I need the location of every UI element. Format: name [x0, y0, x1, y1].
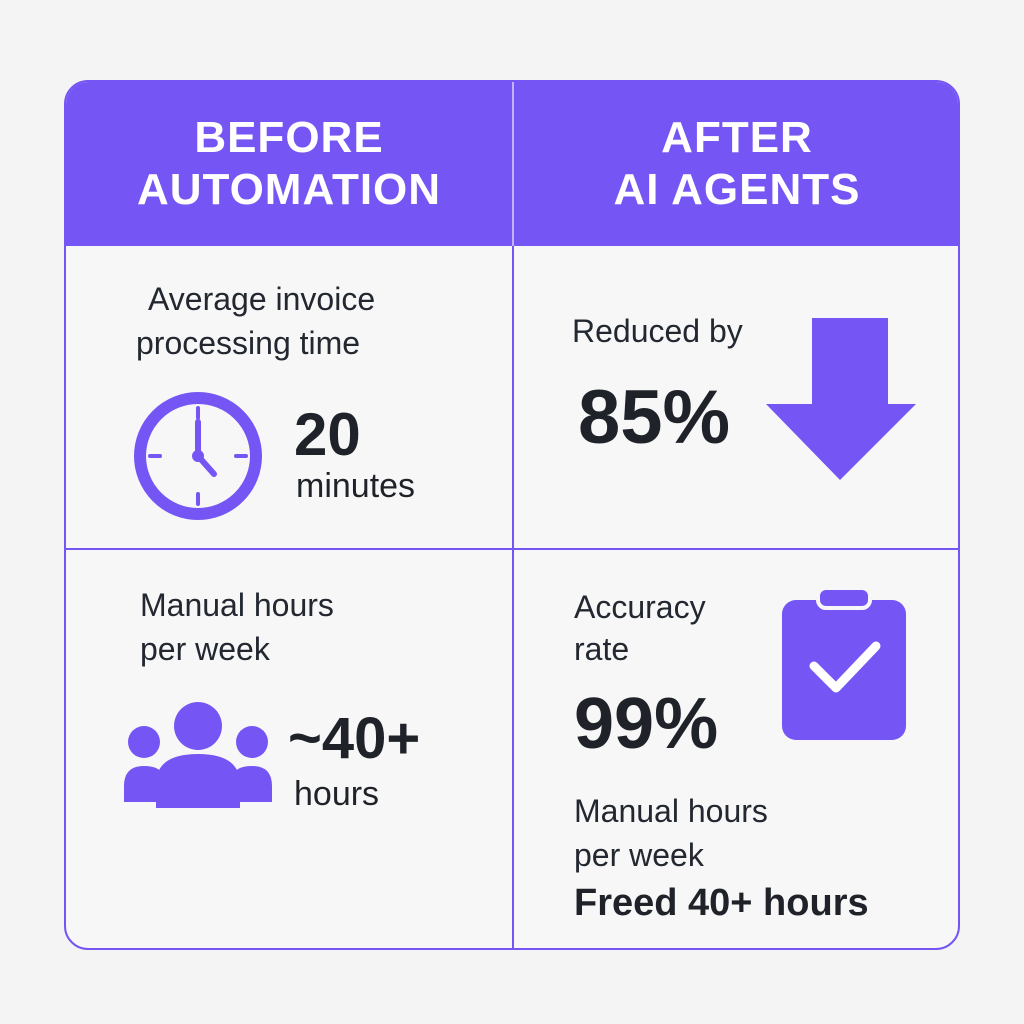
clock-icon [134, 392, 262, 520]
time-value: 20 [294, 401, 361, 468]
comparison-card: BEFORE AUTOMATION AFTER AI AGENTS Averag… [64, 80, 960, 950]
accuracy-value: 99% [574, 684, 719, 764]
hours-label-line1: Manual hours [140, 587, 334, 623]
accuracy-label-line2: rate [574, 631, 630, 667]
freed-hours-text: Freed 40+ hours [574, 882, 869, 924]
header-divider [512, 82, 514, 246]
after-header-line2: AI AGENTS [613, 165, 861, 214]
before-header: BEFORE AUTOMATION [66, 82, 512, 246]
reduced-value: 85% [578, 375, 731, 460]
hours-value: ~40+ [288, 706, 421, 771]
before-header-line1: BEFORE [194, 113, 384, 162]
time-unit: minutes [296, 467, 416, 505]
after-header: AFTER AI AGENTS [514, 82, 958, 246]
column-divider [512, 82, 514, 948]
clipboard-check-icon [782, 588, 906, 740]
after-hours-label-line1: Manual hours [574, 793, 768, 829]
accuracy-label-line1: Accuracy [574, 589, 706, 625]
down-arrow-icon [766, 318, 916, 480]
people-icon [124, 702, 272, 808]
after-hours-label-line2: per week [574, 837, 704, 873]
reduced-label: Reduced by [572, 313, 743, 349]
before-header-line2: AUTOMATION [136, 165, 442, 214]
hours-unit: hours [294, 775, 380, 813]
time-label-line1: Average invoice [148, 281, 376, 317]
time-label-line2: processing time [136, 325, 361, 361]
after-header-line1: AFTER [661, 113, 813, 162]
hours-label-line2: per week [140, 631, 270, 667]
row-divider [66, 548, 958, 550]
